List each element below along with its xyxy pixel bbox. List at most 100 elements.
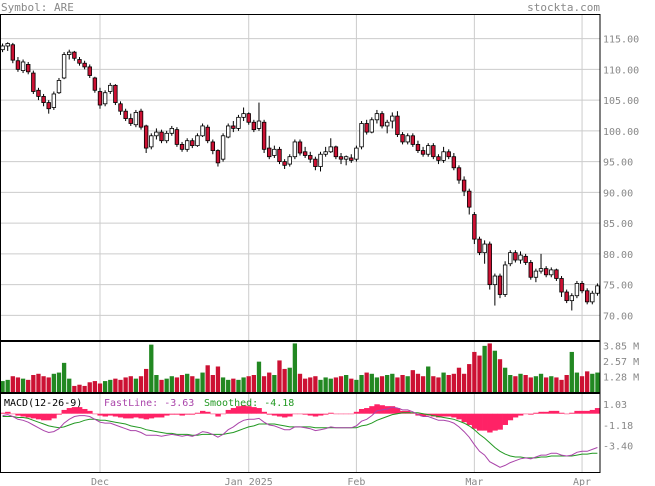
candle-body — [5, 43, 10, 47]
macd-histogram-bar — [87, 410, 93, 414]
macd-histogram-bar — [225, 409, 232, 414]
candle-body — [492, 275, 498, 286]
candle-body — [10, 44, 16, 61]
candle-body — [77, 59, 82, 64]
macd-histogram-bar — [276, 413, 283, 417]
price-tick-label: 75.00 — [603, 281, 633, 292]
candle-body — [164, 132, 169, 142]
macd-histogram-bar — [558, 412, 565, 414]
candle-body — [431, 145, 436, 158]
candle-body — [15, 60, 21, 70]
macd-histogram-bar — [82, 408, 88, 414]
macd-histogram-bar — [348, 413, 355, 415]
volume-bar — [595, 372, 600, 392]
volume-bar — [508, 375, 513, 392]
volume-bar — [431, 376, 436, 392]
volume-tick-label: 1.28 M — [603, 372, 639, 383]
date-tick-label: Feb — [347, 477, 365, 486]
volume-bar — [174, 377, 180, 392]
candle-body — [590, 292, 595, 303]
candle-body — [446, 151, 451, 158]
candle-body — [251, 121, 257, 131]
macd-tick-label: -3.40 — [603, 442, 633, 453]
candle-body — [220, 135, 226, 160]
candle-body — [497, 275, 503, 295]
volume-bar — [590, 373, 595, 392]
macd-histogram-bar — [589, 409, 596, 414]
price-tick-label: 90.00 — [603, 188, 633, 199]
macd-histogram-bar — [92, 413, 98, 415]
macd-histogram-bar — [307, 413, 314, 416]
volume-bar — [195, 378, 200, 392]
macd-histogram-bar — [487, 413, 493, 433]
volume-bar — [272, 375, 277, 392]
price-tick-label: 115.00 — [603, 35, 639, 46]
volume-bar — [215, 366, 221, 392]
macd-histogram-bar — [30, 413, 37, 419]
volume-bar — [5, 379, 10, 392]
volume-bar — [492, 350, 498, 392]
macd-histogram-bar — [579, 410, 585, 414]
volume-bar — [436, 377, 441, 392]
macd-histogram-bar — [456, 413, 462, 420]
price-tick-label: 100.00 — [603, 127, 639, 138]
macd-histogram-bar — [517, 413, 524, 416]
candle-body — [102, 92, 108, 105]
volume-bar — [123, 377, 128, 392]
candle-body — [518, 254, 523, 261]
macd-histogram-bar — [76, 407, 83, 414]
macd-histogram-bar — [271, 413, 278, 416]
volume-tick-label: 3.85 M — [603, 341, 639, 352]
candle-body — [210, 141, 216, 151]
volume-bar — [477, 355, 482, 392]
candle-body — [302, 151, 308, 156]
macd-histogram-bar — [287, 413, 293, 417]
volume-bar — [549, 376, 554, 392]
volume-bar — [564, 375, 569, 392]
macd-fast-label: FastLine: -3.63 — [104, 398, 194, 409]
macd-histogram-bar — [51, 413, 57, 419]
macd-histogram-bar — [200, 410, 206, 414]
volume-bar — [118, 379, 123, 392]
volume-bar — [154, 375, 159, 392]
candle-body — [277, 148, 282, 163]
macd-histogram-bar — [420, 413, 426, 417]
volume-bar — [133, 378, 139, 392]
candle-body — [169, 128, 174, 134]
candle-body — [41, 96, 46, 103]
macd-histogram-bar — [584, 410, 591, 414]
candle-body — [487, 243, 492, 286]
axis-labels: 115.00 110.00 105.00 100.00 95.00 90.00 85.00 8… — [91, 35, 639, 486]
macd-histogram-bar — [389, 406, 396, 414]
macd-histogram-bar — [261, 411, 267, 414]
volume-bar — [359, 375, 364, 392]
candle-body — [205, 126, 210, 142]
candle-body — [31, 72, 36, 92]
candle-body — [256, 120, 262, 129]
macd-histogram-bar — [553, 410, 560, 414]
candle-body — [143, 125, 149, 149]
macd-histogram-bar — [71, 407, 78, 414]
volume-bar — [87, 382, 92, 392]
candle-body — [338, 156, 344, 160]
macd-histogram-bar — [117, 413, 124, 418]
macd-histogram-bar — [189, 413, 196, 415]
volume-bar — [256, 361, 262, 392]
volume-bar — [277, 360, 282, 392]
candle-body — [549, 269, 554, 276]
volume-bar — [338, 376, 344, 392]
volume-bars — [0, 343, 600, 392]
volume-bar — [446, 375, 451, 392]
candle-body — [364, 123, 369, 133]
volume-bar — [323, 377, 328, 392]
candle-body — [313, 158, 318, 167]
candle-body — [190, 140, 195, 147]
macd-histogram-bar — [302, 413, 308, 415]
volume-bar — [379, 376, 385, 392]
macd-title: MACD(12-26-9) — [4, 398, 82, 409]
macd-histogram-bar — [41, 413, 47, 421]
macd-histogram-bar — [25, 413, 32, 418]
macd-histogram-bar — [497, 413, 503, 430]
macd-histogram-bar — [548, 410, 555, 414]
